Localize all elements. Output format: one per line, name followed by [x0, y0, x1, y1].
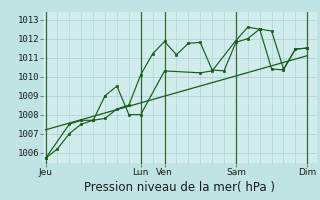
X-axis label: Pression niveau de la mer( hPa ): Pression niveau de la mer( hPa ) [84, 181, 276, 194]
